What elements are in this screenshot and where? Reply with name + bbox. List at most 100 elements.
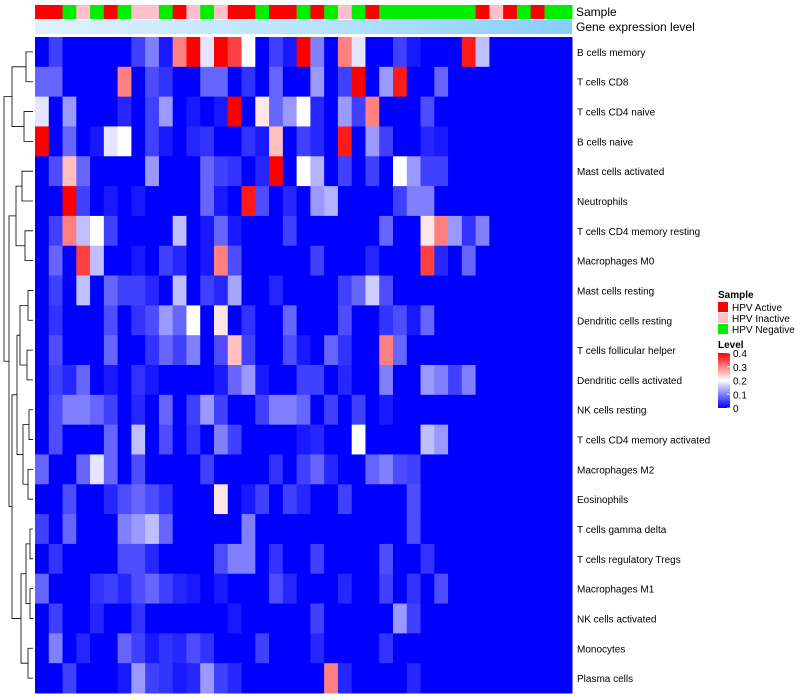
- heatmap-cell: [35, 275, 50, 306]
- heatmap-cell: [461, 66, 477, 98]
- heatmap-cell: [448, 156, 463, 187]
- heatmap-cell: [255, 305, 270, 336]
- heatmap-cell: [227, 215, 243, 247]
- heatmap-cell: [227, 305, 243, 336]
- heatmap-cell: [62, 394, 77, 426]
- heatmap-cell: [379, 275, 394, 306]
- heatmap-cell: [516, 514, 532, 545]
- heatmap-cell: [337, 514, 353, 545]
- heatmap-cell: [516, 275, 532, 306]
- heatmap-cell: [489, 126, 504, 157]
- heatmap-cell: [62, 156, 77, 187]
- heatmap-cell: [241, 573, 256, 605]
- heatmap-cell: [227, 275, 243, 306]
- heatmap-cell: [227, 424, 243, 455]
- heatmap-cell: [186, 156, 201, 187]
- sample-annotation-cell: [158, 5, 174, 19]
- heatmap-cell: [516, 603, 532, 634]
- heatmap-cell: [530, 275, 545, 306]
- heatmap-cell: [434, 365, 449, 396]
- heatmap-cell: [255, 543, 270, 575]
- heatmap-cell: [489, 186, 504, 217]
- heatmap-cell: [296, 424, 311, 455]
- heatmap-cell: [200, 245, 215, 277]
- heatmap-cell: [282, 126, 298, 157]
- heatmap-cell: [475, 394, 490, 426]
- heatmap-cell: [241, 275, 256, 306]
- heatmap-cell: [379, 245, 394, 277]
- heatmap-cell: [530, 543, 545, 575]
- heatmap-cell: [530, 365, 545, 396]
- heatmap-cell: [434, 603, 449, 634]
- heatmap-cell: [365, 424, 380, 455]
- heatmap-cell: [158, 275, 174, 306]
- heatmap-cell: [324, 126, 339, 157]
- heatmap-cell: [145, 633, 160, 664]
- heatmap-cell: [35, 514, 50, 545]
- heatmap-cell: [296, 156, 311, 187]
- heatmap-cell: [296, 454, 311, 485]
- heatmap-cell: [269, 484, 284, 515]
- heatmap-cell: [365, 394, 380, 426]
- heatmap-cell: [475, 484, 490, 515]
- heatmap-cell: [103, 186, 119, 217]
- heatmap-cell: [420, 335, 435, 366]
- heatmap-cell: [241, 603, 256, 634]
- heatmap-cell: [558, 275, 573, 306]
- heatmap-cell: [103, 514, 119, 545]
- heatmap-cell: [117, 275, 132, 306]
- row-label: Macrophages M2: [577, 465, 655, 476]
- heatmap-cell: [324, 335, 339, 366]
- heatmap-cell: [337, 424, 353, 455]
- sample-annotation-bar: [35, 5, 573, 19]
- heatmap-cell: [393, 305, 408, 336]
- heatmap-cell: [516, 305, 532, 336]
- heatmap-cell: [255, 573, 270, 605]
- heatmap-cell: [200, 305, 215, 336]
- heatmap-cell: [434, 215, 449, 247]
- heatmap-cell: [296, 305, 311, 336]
- heatmap-cell: [324, 305, 339, 336]
- heatmap-cell: [461, 454, 477, 485]
- heatmap-cell: [145, 275, 160, 306]
- heatmap-cell: [351, 126, 366, 157]
- legend-group-label: HPV Inactive: [732, 314, 790, 325]
- heatmap-cell: [282, 305, 298, 336]
- row-label: T cells CD4 memory activated: [577, 436, 710, 447]
- heatmap-cell: [241, 96, 256, 127]
- heatmap-cell: [214, 245, 229, 277]
- heatmap-cell: [35, 454, 50, 485]
- heatmap-cell: [544, 543, 559, 575]
- heatmap-cell: [62, 663, 77, 694]
- heatmap-cell: [145, 394, 160, 426]
- heatmap-cell: [351, 603, 366, 634]
- heatmap-cell: [530, 66, 545, 98]
- heatmap-cell: [530, 96, 545, 127]
- heatmap-cell: [296, 335, 311, 366]
- heatmap-cell: [186, 186, 201, 217]
- heatmap-cell: [35, 663, 50, 694]
- heatmap-cell: [379, 96, 394, 127]
- heatmap-cell: [448, 186, 463, 217]
- heatmap-cell: [117, 126, 132, 157]
- heatmap-cell: [103, 573, 119, 605]
- heatmap-cell: [324, 156, 339, 187]
- heatmap-cell: [227, 245, 243, 277]
- heatmap-cell: [200, 66, 215, 98]
- heatmap-cell: [489, 514, 504, 545]
- heatmap-cell: [324, 543, 339, 575]
- heatmap-cell: [200, 335, 215, 366]
- heatmap-cell: [475, 126, 490, 157]
- heatmap-cell: [337, 633, 353, 664]
- heatmap-cell: [558, 633, 573, 664]
- heatmap-cell: [172, 514, 187, 545]
- heatmap-cell: [448, 215, 463, 247]
- heatmap-cell: [227, 514, 243, 545]
- heatmap-cell: [76, 305, 91, 336]
- heatmap-cell: [310, 633, 325, 664]
- heatmap-cell: [35, 543, 50, 575]
- heatmap-cell: [214, 424, 229, 455]
- heatmap-cell: [420, 394, 435, 426]
- heatmap-cell: [558, 543, 573, 575]
- legend-tick-label: 0: [733, 404, 739, 415]
